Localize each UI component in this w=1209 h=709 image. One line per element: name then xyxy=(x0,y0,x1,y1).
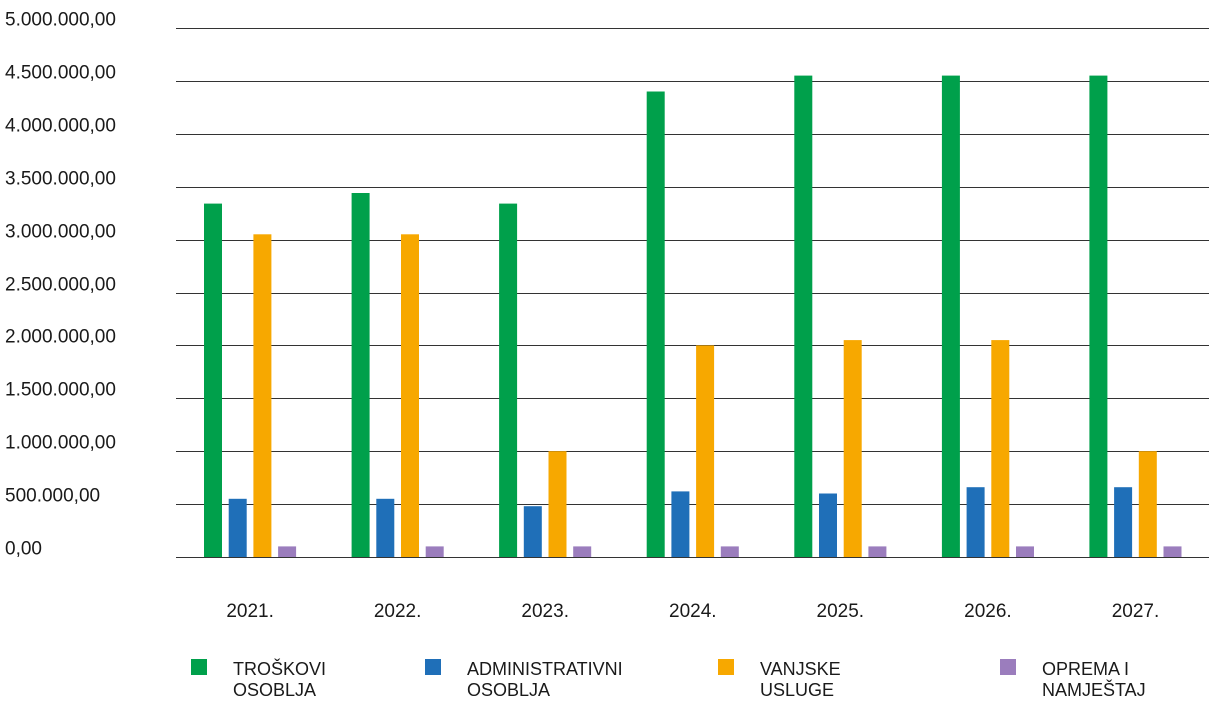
bar-oprema-i-namje-taj-2027 xyxy=(1163,546,1182,557)
y-axis-tick-labels: 0,00 500.000,00 1.000.000,00 1.500.000,00 2.… xyxy=(5,10,116,560)
legend-label: TROŠKOVI OSOBLJA xyxy=(233,658,326,700)
x-category-label: 2022. xyxy=(374,601,422,622)
x-category-label: 2021. xyxy=(226,601,274,622)
bar-administrativni-osoblja-2024 xyxy=(671,491,690,557)
legend-swatch xyxy=(718,659,734,675)
bar-administrativni-osoblja-2023 xyxy=(523,506,542,557)
legend-item-2: VANJSKE USLUGE xyxy=(718,659,841,700)
bar-tro-kovi-osoblja-2027 xyxy=(1089,75,1108,557)
y-tick-label: 2.500.000,00 xyxy=(5,275,116,296)
bar-tro-kovi-osoblja-2023 xyxy=(499,203,518,557)
bar-administrativni-osoblja-2021 xyxy=(228,498,247,557)
y-tick-label: 2.000.000,00 xyxy=(5,327,116,348)
x-category-label: 2024. xyxy=(669,601,717,622)
legend-label-line: OSOBLJA xyxy=(467,680,550,700)
bar-tro-kovi-osoblja-2026 xyxy=(941,75,960,557)
bar-vanjske-usluge-2027 xyxy=(1138,451,1157,557)
y-tick-label: 4.500.000,00 xyxy=(5,63,116,84)
legend-item-3: OPREMA I NAMJEŠTAJ xyxy=(1000,659,1146,700)
bar-tro-kovi-osoblja-2024 xyxy=(646,91,665,557)
legend-label-line: OSOBLJA xyxy=(233,680,316,700)
x-category-label: 2027. xyxy=(1112,601,1160,622)
legend-item-1: ADMINISTRATIVNI OSOBLJA xyxy=(425,659,623,700)
bar-vanjske-usluge-2022 xyxy=(401,234,419,558)
legend-label-line: VANJSKE xyxy=(760,659,841,679)
x-category-label: 2026. xyxy=(964,601,1012,622)
y-tick-label: 0,00 xyxy=(5,539,42,560)
bar-oprema-i-namje-taj-2023 xyxy=(573,546,592,557)
legend-label-line: ADMINISTRATIVNI xyxy=(467,659,623,679)
bar-vanjske-usluge-2024 xyxy=(696,345,715,557)
bar-oprema-i-namje-taj-2025 xyxy=(868,546,887,557)
x-category-label: 2023. xyxy=(521,601,569,622)
bar-oprema-i-namje-taj-2021 xyxy=(278,546,297,557)
legend-swatch xyxy=(1000,659,1016,675)
bar-administrativni-osoblja-2026 xyxy=(966,487,985,557)
bar-administrativni-osoblja-2025 xyxy=(819,493,837,557)
y-tick-label: 500.000,00 xyxy=(5,486,100,507)
bar-oprema-i-namje-taj-2026 xyxy=(1016,546,1034,557)
y-tick-label: 1.000.000,00 xyxy=(5,433,116,454)
legend-label: ADMINISTRATIVNI OSOBLJA xyxy=(467,659,623,700)
legend-item-0: TROŠKOVI OSOBLJA xyxy=(191,658,326,700)
x-axis-category-labels: 2021. 2022. 2023. 2024. 2025. 2026. 2027. xyxy=(226,601,1159,622)
y-tick-label: 3.500.000,00 xyxy=(5,169,116,190)
legend-label-line: NAMJEŠTAJ xyxy=(1042,679,1146,700)
legend-label: VANJSKE USLUGE xyxy=(760,659,841,700)
y-tick-label: 1.500.000,00 xyxy=(5,380,116,401)
legend-label-line: USLUGE xyxy=(760,680,834,700)
bar-oprema-i-namje-taj-2022 xyxy=(425,546,444,557)
bar-administrativni-osoblja-2022 xyxy=(376,498,395,557)
bar-administrativni-osoblja-2027 xyxy=(1114,487,1133,557)
bar-tro-kovi-osoblja-2025 xyxy=(794,75,813,557)
bar-oprema-i-namje-taj-2024 xyxy=(720,546,739,557)
y-tick-label: 4.000.000,00 xyxy=(5,116,116,137)
legend-swatch xyxy=(425,659,441,675)
legend-swatch xyxy=(191,659,207,675)
bar-vanjske-usluge-2025 xyxy=(843,340,862,557)
legend-label-line: OPREMA I xyxy=(1042,659,1129,679)
y-tick-label: 3.000.000,00 xyxy=(5,222,116,243)
legend-label: OPREMA I NAMJEŠTAJ xyxy=(1042,659,1146,700)
bar-tro-kovi-osoblja-2022 xyxy=(351,193,370,557)
legend-label-line: TROŠKOVI xyxy=(233,658,326,679)
bar-vanjske-usluge-2021 xyxy=(253,234,272,558)
bar-tro-kovi-osoblja-2021 xyxy=(204,203,222,557)
bars xyxy=(204,75,1182,558)
bar-vanjske-usluge-2023 xyxy=(548,451,567,557)
y-tick-label: 5.000.000,00 xyxy=(5,10,116,31)
bar-vanjske-usluge-2026 xyxy=(991,340,1010,557)
x-category-label: 2025. xyxy=(817,601,865,622)
gridlines xyxy=(176,28,1209,558)
